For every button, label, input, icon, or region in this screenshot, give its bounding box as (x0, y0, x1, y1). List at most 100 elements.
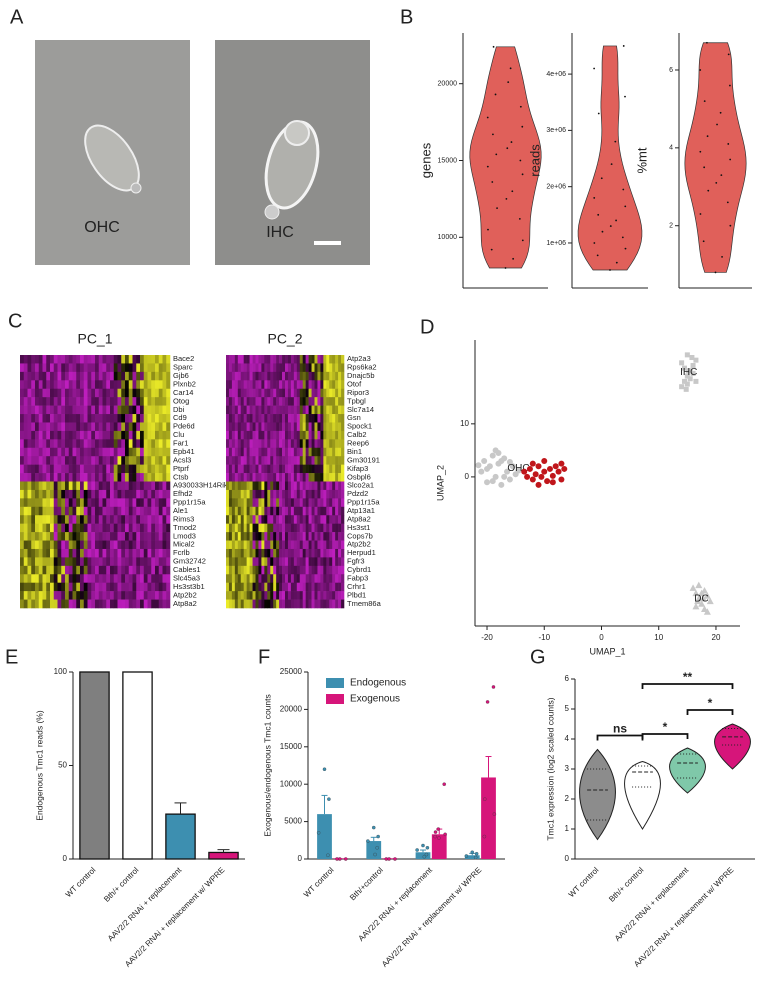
heatmap-cell (302, 355, 306, 364)
heatmap-cell (323, 363, 327, 373)
point (707, 189, 710, 192)
heatmap-cell (121, 464, 126, 474)
heatmap-cell (125, 565, 130, 575)
heatmap-cell (162, 532, 167, 541)
heatmap-cell (237, 388, 242, 398)
heatmap-cell (296, 447, 301, 457)
heatmap-cell (273, 397, 277, 406)
heatmap-cell (61, 430, 66, 440)
heatmap-cell (320, 599, 324, 609)
y-tick-label: 0 (565, 854, 570, 863)
heatmap-cell (287, 405, 292, 415)
heatmap-cell (76, 523, 81, 533)
point (521, 468, 528, 475)
point (561, 465, 568, 472)
heatmap-cell (317, 574, 321, 583)
heatmap-cell (326, 591, 330, 600)
heatmap-cell (249, 447, 253, 457)
heatmap-cell (237, 422, 242, 432)
heatmap-cell (234, 481, 239, 491)
heatmap-cell (125, 498, 130, 508)
heatmap-cell (255, 447, 259, 457)
heatmap-cell (162, 506, 167, 516)
heatmap-cell (335, 506, 339, 516)
heatmap-cell (249, 565, 253, 575)
heatmap-cell (226, 430, 230, 440)
heatmap-cell (332, 388, 336, 398)
heatmap-cell (329, 464, 333, 474)
heatmap-cell (326, 456, 330, 465)
heatmap-cell (42, 515, 47, 524)
heatmap-cell (57, 506, 62, 516)
heatmap-cell (243, 548, 247, 558)
heatmap-cell (320, 523, 324, 533)
heatmap-cell (317, 355, 321, 364)
violin (624, 760, 661, 830)
heatmap-cell (57, 565, 62, 575)
heatmap-cell (311, 582, 315, 592)
heatmap-cell (140, 430, 145, 440)
heatmap-cell (335, 548, 339, 558)
heatmap-cell (338, 489, 342, 499)
heatmap-cell (314, 515, 318, 524)
heatmap-cell (61, 456, 66, 465)
heatmap-cell (226, 548, 230, 558)
heatmap-cell (125, 397, 130, 406)
heatmap-cell (83, 515, 88, 524)
heatmap-cell (285, 371, 289, 381)
gene-label: Gm30191 (347, 455, 380, 464)
heatmap-cell (329, 540, 333, 550)
heatmap-cell (53, 405, 58, 415)
heatmap-cell (302, 447, 306, 457)
heatmap-cell (31, 439, 36, 449)
heatmap-cell (113, 523, 118, 533)
heatmap-cell (329, 371, 333, 381)
heatmap-cell (258, 582, 262, 592)
heatmap-cell (252, 582, 256, 592)
heatmap-cell (166, 498, 171, 508)
heatmap-cell (128, 489, 133, 499)
heatmap-cell (143, 473, 148, 482)
heatmap-cell (72, 397, 77, 406)
heatmap-cell (83, 439, 88, 449)
heatmap-cell (243, 574, 247, 583)
heatmap-cell (228, 355, 233, 364)
heatmap-cell (106, 498, 111, 508)
heatmap-cell (323, 489, 327, 499)
point (486, 116, 489, 119)
heatmap-cell (80, 515, 85, 524)
heatmap-cell (110, 447, 115, 457)
bar (366, 841, 382, 859)
heatmap-cell (326, 447, 330, 457)
heatmap-cell (258, 430, 262, 440)
heatmap-cell (258, 548, 262, 558)
heatmap-cell (282, 582, 286, 592)
heatmap-cell (285, 405, 289, 415)
heatmap-cell (320, 540, 324, 550)
heatmap-cell (279, 371, 283, 381)
heatmap-cell (246, 405, 250, 415)
heatmap-cell (110, 380, 115, 390)
heatmap-cell (320, 464, 324, 474)
heatmap-cell (140, 473, 145, 482)
heatmap-cell (166, 506, 171, 516)
heatmap-cell (121, 388, 126, 398)
heatmap-cell (287, 532, 292, 541)
heatmap-cell (166, 473, 171, 482)
heatmap-cell (50, 523, 55, 533)
heatmap-cell (270, 582, 274, 592)
heatmap-cell (117, 355, 122, 364)
heatmap-cell (231, 532, 236, 541)
heatmap-cell (27, 506, 32, 516)
heatmap-cell (282, 515, 286, 524)
heatmap-cell (252, 591, 256, 600)
heatmap-cell (143, 523, 148, 533)
gene-label: Tmem86a (347, 599, 382, 608)
point (481, 457, 488, 464)
heatmap-cell (113, 540, 118, 550)
heatmap-cell (106, 481, 111, 491)
heatmap-cell (323, 582, 327, 592)
heatmap-cell (46, 565, 51, 575)
heatmap-cell (287, 473, 292, 482)
heatmap-cell (140, 532, 145, 541)
